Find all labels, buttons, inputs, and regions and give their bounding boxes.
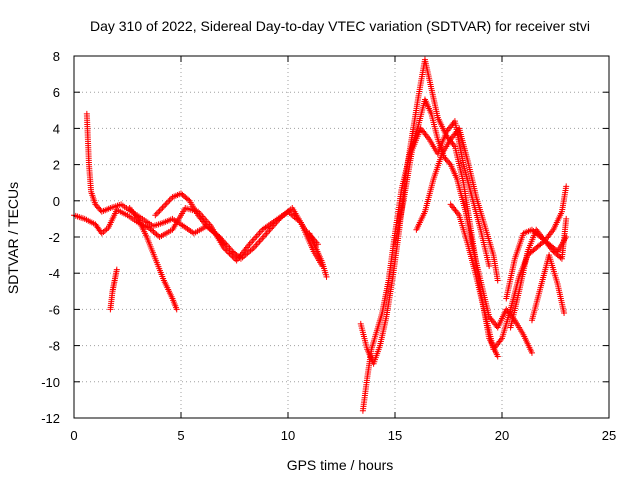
data-point [173,306,180,313]
chart-title: Day 310 of 2022, Sidereal Day-to-day VTE… [90,18,590,34]
data-point [152,212,159,219]
data-point [113,266,120,273]
x-axis-label: GPS time / hours [287,457,394,473]
y-tick-label: 0 [53,194,60,209]
x-tick-label: 20 [495,428,509,443]
y-tick-label: -8 [48,339,60,354]
data-point [94,204,101,211]
axis-ticks: 0 5 10 15 20 25 -12 -10 -8 -6 -4 -2 0 2 4 6 8 [41,49,616,443]
y-tick-label: -10 [41,375,60,390]
data-point [160,203,167,210]
data-point [165,198,172,205]
y-tick-label: 6 [53,85,60,100]
grid [74,56,609,418]
data-point [92,201,99,208]
x-tick-label: 0 [70,428,77,443]
data-point [185,196,192,203]
y-tick-label: 8 [53,49,60,64]
data-point [155,209,162,216]
data-point [494,277,501,284]
data-point [158,206,165,213]
x-tick-label: 15 [388,428,402,443]
data-point [443,157,450,164]
series-trace-e [152,190,227,248]
data-point [166,197,173,204]
data-point [563,183,570,190]
data-point [220,241,227,248]
x-tick-label: 5 [177,428,184,443]
series-trace-i [392,118,493,269]
data-point [96,205,103,212]
series-trace-m [507,215,570,331]
data-point [442,155,449,162]
series-trace-j [413,125,501,284]
series-trace-c [107,266,120,313]
y-axis-label: SDTVAR / TECUs [5,182,21,294]
data-point [153,210,160,217]
x-tick-label: 10 [281,428,295,443]
y-tick-label: 4 [53,121,60,136]
data-point [156,207,163,214]
data-point [494,353,501,360]
data-point [162,201,169,208]
data-point [486,262,493,269]
y-tick-label: -2 [48,230,60,245]
data-point [528,349,535,356]
data-point [563,215,570,222]
y-tick-label: -6 [48,302,60,317]
data-point [222,246,229,253]
data-point [445,158,452,165]
y-tick-label: -12 [41,411,60,426]
x-tick-label: 25 [602,428,616,443]
series-trace-b [83,110,321,262]
data-point [323,273,330,280]
data-point [446,160,453,167]
data-layer [71,56,570,414]
series-trace-f [306,230,330,280]
series-trace-n [528,252,568,324]
data-point [93,202,100,209]
y-tick-label: -4 [48,266,60,281]
series-trace-d [126,205,180,313]
data-point [159,204,166,211]
data-point [163,200,170,207]
data-point [210,229,217,236]
data-point [561,310,568,317]
data-point [230,254,237,261]
y-tick-label: 2 [53,158,60,173]
